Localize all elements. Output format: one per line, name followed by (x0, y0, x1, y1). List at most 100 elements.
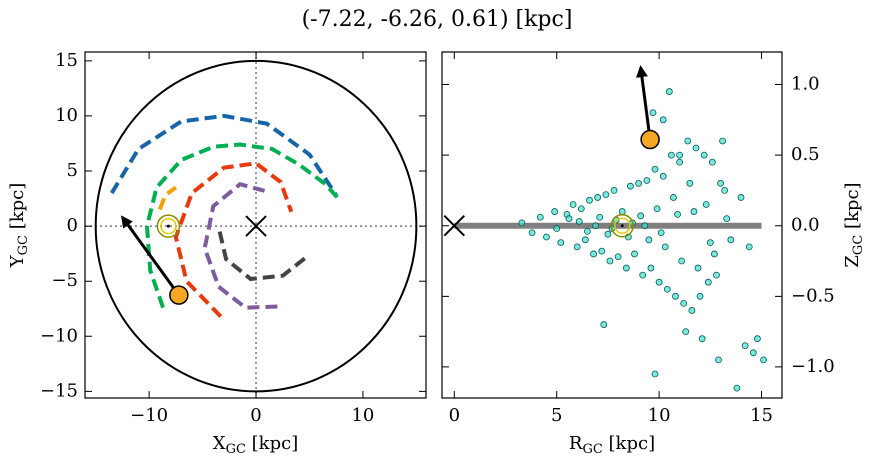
star-point (565, 215, 573, 223)
star-point (637, 212, 645, 220)
spiral-arm (173, 161, 294, 318)
star-point (670, 194, 677, 201)
star-point (635, 179, 643, 187)
plot-frame (441, 51, 783, 399)
axis-label-sub: GC (226, 442, 246, 457)
star-point (663, 285, 671, 293)
star-point (596, 213, 604, 221)
star-point (702, 201, 710, 208)
star-point (678, 257, 686, 265)
star-point (676, 158, 683, 166)
target-star (169, 285, 189, 305)
star-point (577, 205, 585, 213)
axis-label: RGC [kpc] (569, 433, 655, 457)
star-point (581, 236, 589, 244)
star-point (643, 177, 651, 184)
y-tick-label: 0.0 (791, 215, 820, 236)
star-point (686, 179, 694, 187)
star-point (573, 243, 581, 251)
axis-label-main: X (213, 433, 226, 454)
plot-content (85, 52, 426, 398)
star-point (659, 172, 667, 180)
star-point (551, 208, 559, 215)
star-point (706, 239, 714, 247)
y-tick-label: −0.5 (791, 285, 835, 306)
star-point (727, 236, 735, 244)
star-point (639, 271, 647, 279)
star-point (665, 88, 673, 95)
y-tick-label: −1.0 (791, 356, 835, 377)
star-point (723, 215, 731, 223)
star-point (749, 349, 757, 357)
x-tick-label: 10 (351, 405, 374, 426)
star-point (713, 271, 720, 279)
axis-label: ZGC [kpc] (842, 182, 866, 267)
star-point (651, 165, 659, 173)
spiral-arm (157, 185, 178, 211)
star-point (622, 264, 630, 272)
star-point (627, 182, 634, 190)
star-point (569, 201, 577, 208)
star-point (684, 137, 692, 145)
star-point (557, 239, 565, 247)
velocity-arrow (635, 65, 652, 140)
star-point (657, 229, 665, 237)
star-point (594, 194, 602, 201)
star-point (690, 208, 698, 215)
sun-dot (620, 224, 624, 228)
x-tick-label: 15 (750, 405, 773, 426)
star-point (715, 356, 722, 364)
star-point (592, 222, 600, 230)
x-tick-label: 5 (551, 405, 562, 426)
axis-label: XGC [kpc] (213, 433, 298, 457)
star-point (651, 370, 659, 378)
plot-content (454, 88, 767, 392)
target-star (640, 129, 660, 150)
center-cross (443, 214, 465, 237)
star-point (659, 116, 667, 124)
center-cross (245, 215, 267, 237)
star-point (618, 208, 626, 215)
axis-label-unit: [kpc] (246, 433, 298, 454)
star-point (536, 213, 544, 221)
star-point (584, 227, 591, 235)
star-point (760, 356, 767, 364)
star-point (741, 342, 749, 350)
plot-frame (84, 51, 427, 399)
figure-title: (-7.22, -6.26, 0.61) [kpc] (302, 7, 573, 32)
star-point (692, 144, 700, 152)
star-point (700, 151, 708, 159)
star-point (717, 179, 724, 187)
y-tick-label: 1.0 (791, 73, 820, 94)
star-point (704, 278, 712, 286)
star-point (602, 191, 610, 199)
star-point (737, 194, 745, 201)
velocity-arrow (121, 215, 181, 296)
star-point (696, 292, 704, 300)
star-point (680, 299, 688, 307)
star-point (674, 211, 681, 218)
axis-label-sub: GC (582, 442, 602, 457)
star-point (745, 243, 753, 251)
star-point (754, 335, 761, 343)
axis-label-unit: [kpc] (7, 183, 28, 235)
star-point (645, 236, 653, 244)
spiral-arm (144, 142, 340, 309)
axis-label-main: Y (7, 254, 28, 268)
star-point (600, 321, 608, 328)
star-point (604, 230, 612, 238)
y-tick-label: 0 (67, 215, 78, 236)
star-point (631, 250, 638, 258)
y-tick-label: 5 (67, 160, 78, 181)
star-point (694, 264, 702, 272)
y-tick-label: 15 (55, 50, 78, 71)
axis-label-unit: [kpc] (842, 182, 863, 234)
star-point (661, 243, 669, 251)
star-point (708, 158, 716, 166)
y-tick-label: −15 (40, 380, 78, 401)
star-point (672, 292, 679, 300)
star-point (590, 250, 597, 258)
x-tick-label: 10 (648, 405, 671, 426)
star-point (653, 205, 661, 213)
